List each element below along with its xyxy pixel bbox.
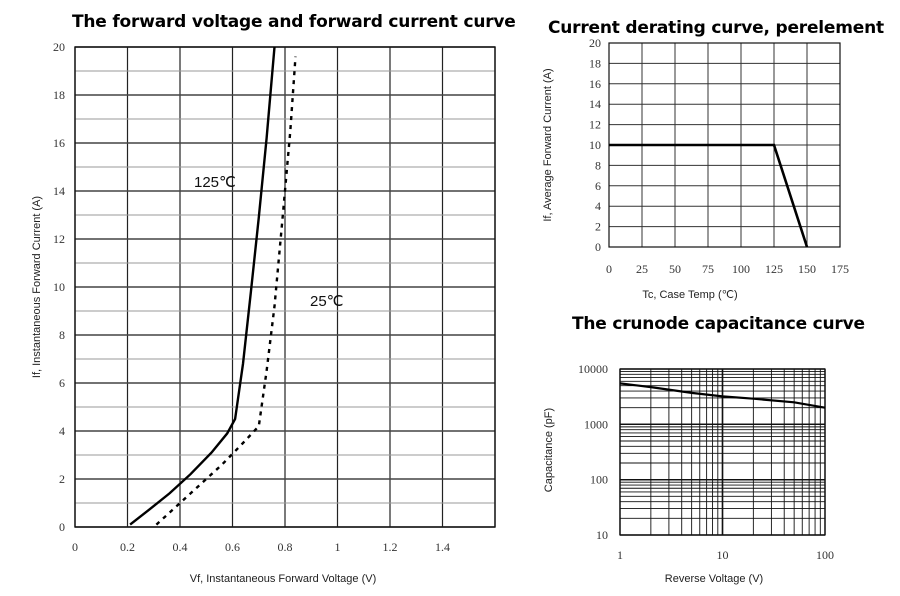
c1-xtick-label: 1 [335, 540, 341, 554]
c2-xtick-label: 50 [669, 262, 681, 276]
c2-ytick-label: 14 [589, 97, 601, 111]
c1-annotation-25: 25℃ [310, 293, 344, 310]
c3-xtick-label: 100 [816, 548, 834, 562]
c1-ytick-label: 6 [59, 376, 65, 390]
c3-ytick-label: 10000 [578, 362, 608, 376]
c2-xtick-label: 0 [606, 262, 612, 276]
c1-frame [74, 46, 496, 528]
c1-ytick-label: 18 [53, 88, 65, 102]
c1-xtick-label: 1.2 [383, 540, 398, 554]
c3-ylabel: Capacitance (pF) [543, 408, 555, 492]
c3-xtick-label: 1 [617, 548, 623, 562]
chart2-title: Current derating curve, perelement [548, 18, 884, 38]
c2-ytick-label: 16 [589, 77, 601, 91]
c3-xlabel: Reverse Voltage (V) [665, 573, 763, 585]
c3-xtick-label: 10 [717, 548, 729, 562]
c3-ytick-label: 10 [596, 528, 608, 542]
c1-ytick-label: 8 [59, 328, 65, 342]
c2-ytick-label: 10 [589, 138, 601, 152]
c2-ylabel: If, Average Forward Current (A) [542, 68, 554, 221]
c1-ylabel: If, Instantaneous Forward Current (A) [31, 196, 43, 378]
c1-series-line [155, 56, 297, 526]
c1-xtick-label: 1.4 [435, 540, 450, 554]
c1-xlabel: Vf, Instantaneous Forward Voltage (V) [190, 573, 377, 585]
c2-ytick-label: 0 [595, 240, 601, 254]
c2-ytick-label: 8 [595, 158, 601, 172]
c2-ytick-label: 6 [595, 179, 601, 193]
c1-ytick-label: 2 [59, 472, 65, 486]
c1-ytick-label: 0 [59, 520, 65, 534]
c1-annotation-125: 125℃ [194, 174, 236, 191]
c1-xtick-label: 0.8 [278, 540, 293, 554]
c2-xtick-label: 125 [765, 262, 783, 276]
c2-xlabel: Tc, Case Temp (℃) [642, 289, 737, 301]
c2-xtick-label: 25 [636, 262, 648, 276]
c3-series-line [619, 382, 826, 409]
c1-ytick-label: 12 [53, 232, 65, 246]
c1-ytick-label: 20 [53, 40, 65, 54]
c3-ytick-label: 100 [590, 473, 608, 487]
c2-ytick-label: 18 [589, 56, 601, 70]
c2-ytick-label: 4 [595, 199, 601, 213]
c1-xtick-label: 0.6 [225, 540, 240, 554]
chart1-title: The forward voltage and forward current … [72, 12, 516, 32]
c3-ytick-label: 1000 [584, 417, 608, 431]
c2-xtick-label: 150 [798, 262, 816, 276]
c2-series-line [609, 143, 809, 248]
c2-xtick-label: 175 [831, 262, 849, 276]
c1-ytick-label: 16 [53, 136, 65, 150]
c1-xtick-label: 0.2 [120, 540, 135, 554]
c3-frame [619, 368, 826, 536]
c2-ytick-label: 12 [589, 118, 601, 132]
chart3-title: The crunode capacitance curve [572, 314, 865, 334]
c2-ytick-label: 20 [589, 36, 601, 50]
c2-xtick-label: 75 [702, 262, 714, 276]
c1-xtick-label: 0.4 [173, 540, 188, 554]
c1-ytick-label: 4 [59, 424, 65, 438]
c1-xtick-label: 0 [72, 540, 78, 554]
c1-series-line [129, 46, 276, 526]
c2-ytick-label: 2 [595, 220, 601, 234]
c2-xtick-label: 100 [732, 262, 750, 276]
c1-ytick-label: 10 [53, 280, 65, 294]
c1-ytick-label: 14 [53, 184, 65, 198]
